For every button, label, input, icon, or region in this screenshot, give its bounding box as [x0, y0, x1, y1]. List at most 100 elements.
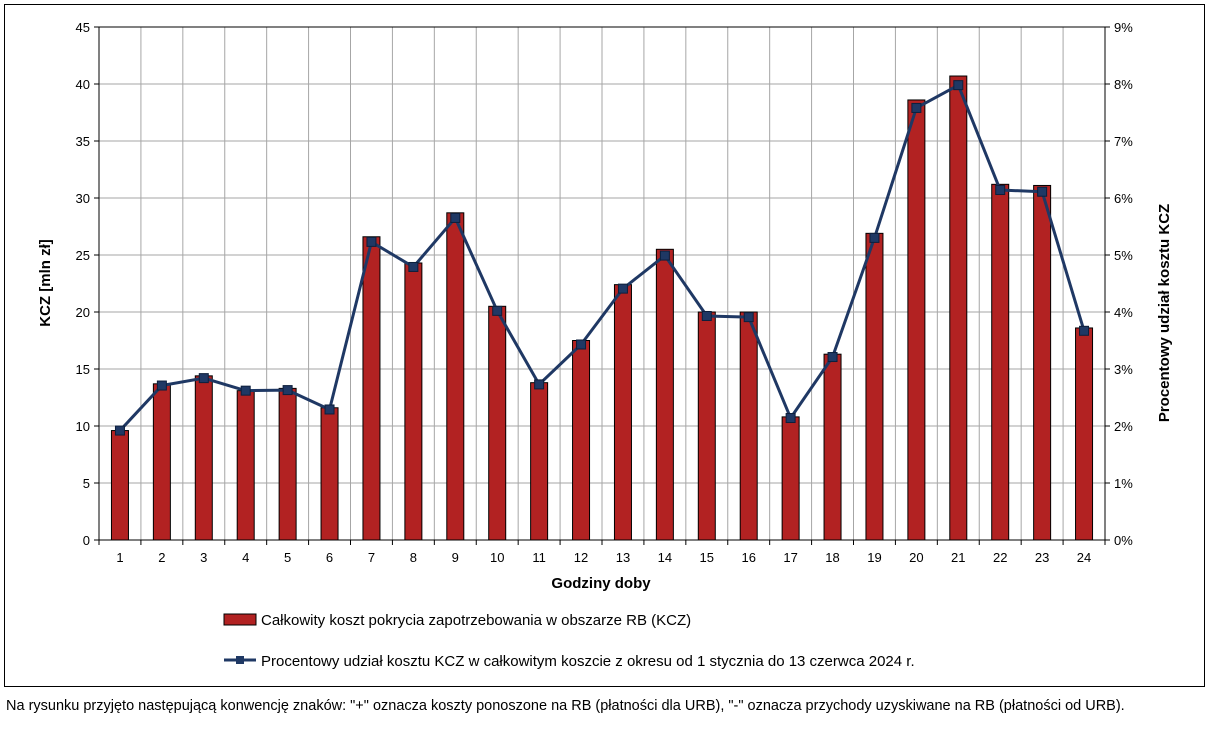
bar [320, 407, 339, 541]
x-tick-label: 21 [951, 550, 965, 565]
bar [446, 212, 465, 541]
plot-border [98, 26, 1106, 541]
x-tick-label: 2 [158, 550, 165, 565]
legend: Całkowity koszt pokrycia zapotrzebowania… [223, 612, 915, 670]
y-tick-label: 35 [76, 134, 90, 149]
y-tick-label: 45 [76, 20, 90, 35]
x-tick-label: 17 [783, 550, 797, 565]
bar [404, 262, 423, 541]
x-tick-label: 11 [532, 550, 546, 565]
bar [949, 75, 968, 541]
line-point [198, 373, 209, 384]
y2-tick-label: 4% [1114, 305, 1133, 320]
y2-tick-label: 0% [1114, 533, 1133, 548]
line-point [701, 310, 712, 321]
line-point [617, 283, 628, 294]
bar [530, 382, 549, 541]
x-tick-label: 13 [616, 550, 630, 565]
x-tick-label: 3 [200, 550, 207, 565]
bar [572, 340, 591, 541]
y2-tick-label: 6% [1114, 191, 1133, 206]
line-point [366, 236, 377, 247]
line-point [995, 185, 1006, 196]
bar [488, 305, 507, 541]
bar [362, 236, 381, 541]
x-tick-label: 10 [490, 550, 504, 565]
line-point [827, 352, 838, 363]
bar [739, 311, 758, 541]
y-tick-label: 30 [76, 191, 90, 206]
line-point [911, 102, 922, 113]
line-point [282, 385, 293, 396]
x-axis-title: Godziny doby [551, 575, 651, 592]
legend-line-label: Procentowy udział kosztu KCZ w całkowity… [261, 653, 915, 670]
bar [655, 248, 674, 541]
bar [865, 232, 884, 541]
y2-tick-label: 9% [1114, 20, 1133, 35]
legend-bar-label: Całkowity koszt pokrycia zapotrzebowania… [261, 612, 691, 629]
x-tick-label: 18 [825, 550, 839, 565]
line-point [1079, 325, 1090, 336]
chart-frame: 0 5 10 15 20 25 30 35 40 45 0% 1% 2% 3% 4% 5% 6% 7% 8% 9% 1 2… [4, 4, 1205, 687]
x-tick-label: 7 [368, 550, 375, 565]
line-point [408, 261, 419, 272]
x-tick-label: 16 [741, 550, 755, 565]
y-tick-label: 15 [76, 362, 90, 377]
legend-bar-swatch [223, 613, 257, 626]
y-tick-label: 40 [76, 77, 90, 92]
y2-tick-label: 1% [1114, 476, 1133, 491]
y2-tick-label: 8% [1114, 77, 1133, 92]
series-line [118, 83, 1086, 432]
x-tick-label: 19 [867, 550, 881, 565]
line-series [114, 80, 1090, 436]
y2-tick-label: 5% [1114, 248, 1133, 263]
x-tick-label: 5 [284, 550, 291, 565]
bar [991, 183, 1010, 541]
line-point [534, 379, 545, 390]
x-tick-label: 24 [1077, 550, 1091, 565]
x-tick-label: 6 [326, 550, 333, 565]
bar [823, 353, 842, 541]
x-tick-label: 23 [1035, 550, 1049, 565]
bar [1033, 184, 1052, 541]
bar [613, 284, 632, 541]
legend-line-marker [236, 656, 244, 664]
line-point [240, 385, 251, 396]
x-tick-label: 20 [909, 550, 923, 565]
bar [1075, 327, 1094, 541]
line-point [324, 404, 335, 415]
x-tick-label: 4 [242, 550, 249, 565]
line-point [953, 80, 964, 91]
x-tick-label: 9 [452, 550, 459, 565]
line-point [450, 212, 461, 223]
line-point [156, 380, 167, 391]
y-tick-label: 20 [76, 305, 90, 320]
line-point [114, 425, 125, 436]
y-tick-label: 10 [76, 419, 90, 434]
line-point [869, 232, 880, 243]
x-tick-label: 1 [116, 550, 123, 565]
line-point [576, 339, 587, 350]
bar [236, 390, 255, 541]
bar [194, 375, 213, 541]
y2-axis-title: Procentowy udział kosztu KCZ [1156, 204, 1173, 422]
bar-series [110, 75, 1094, 541]
y2-tick-label: 3% [1114, 362, 1133, 377]
footnote: Na rysunku przyjęto następującą konwencj… [6, 698, 1125, 714]
y-tick-label: 25 [76, 248, 90, 263]
y-tick-label: 0 [83, 533, 90, 548]
line-point [659, 250, 670, 261]
line-point [785, 413, 796, 424]
line-point [743, 312, 754, 323]
x-tick-label: 12 [574, 550, 588, 565]
x-tick-label: 15 [700, 550, 714, 565]
line-point [1037, 186, 1048, 197]
bar [110, 430, 129, 541]
x-tick-label: 22 [993, 550, 1007, 565]
x-tick-label: 8 [410, 550, 417, 565]
bar [697, 311, 716, 541]
bar [781, 416, 800, 541]
y2-tick-label: 2% [1114, 419, 1133, 434]
